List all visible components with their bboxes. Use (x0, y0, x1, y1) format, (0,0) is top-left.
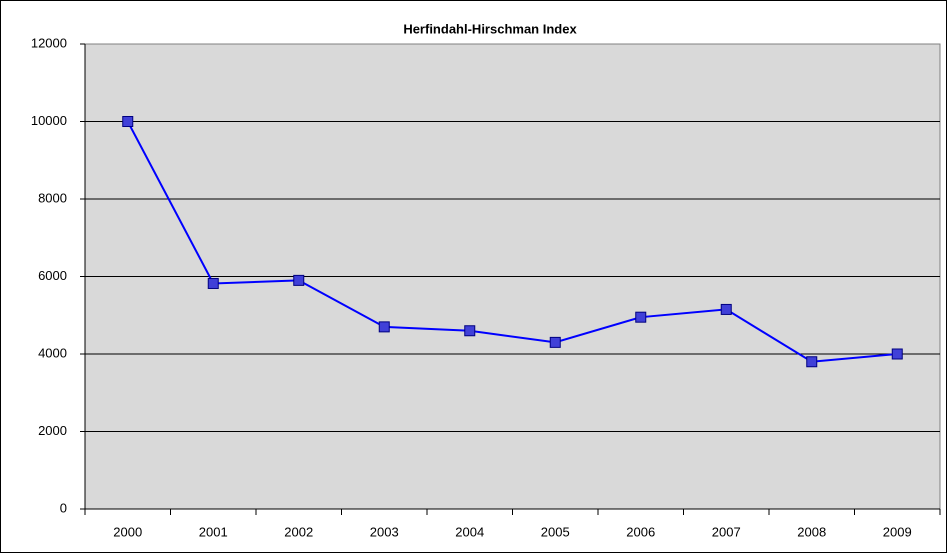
y-tick-label: 6000 (38, 268, 67, 283)
x-tick-label: 2005 (541, 524, 570, 539)
chart-title: Herfindahl-Hirschman Index (403, 21, 577, 36)
y-tick-label: 2000 (38, 423, 67, 438)
marker (207, 277, 219, 289)
x-tick-label: 2007 (712, 524, 741, 539)
x-tick-label: 2009 (883, 524, 912, 539)
y-tick-label: 0 (60, 500, 67, 515)
y-tick-label: 8000 (38, 190, 67, 205)
marker (891, 348, 903, 360)
marker (378, 321, 390, 333)
y-tick-label: 10000 (31, 113, 67, 128)
marker (720, 303, 732, 315)
x-tick-label: 2006 (626, 524, 655, 539)
marker (293, 274, 305, 286)
x-tick-label: 2008 (797, 524, 826, 539)
marker (464, 325, 476, 337)
marker (806, 356, 818, 368)
x-tick-label: 2002 (284, 524, 313, 539)
y-tick-label: 12000 (31, 35, 67, 50)
marker (549, 336, 561, 348)
x-tick-label: 2004 (455, 524, 484, 539)
x-tick-label: 2001 (199, 524, 228, 539)
line (126, 121, 898, 363)
x-tick-label: 2000 (113, 524, 142, 539)
marker (122, 116, 134, 127)
y-tick-label: 4000 (38, 345, 67, 360)
marker (635, 311, 647, 323)
x-tick-label: 2003 (370, 524, 399, 539)
